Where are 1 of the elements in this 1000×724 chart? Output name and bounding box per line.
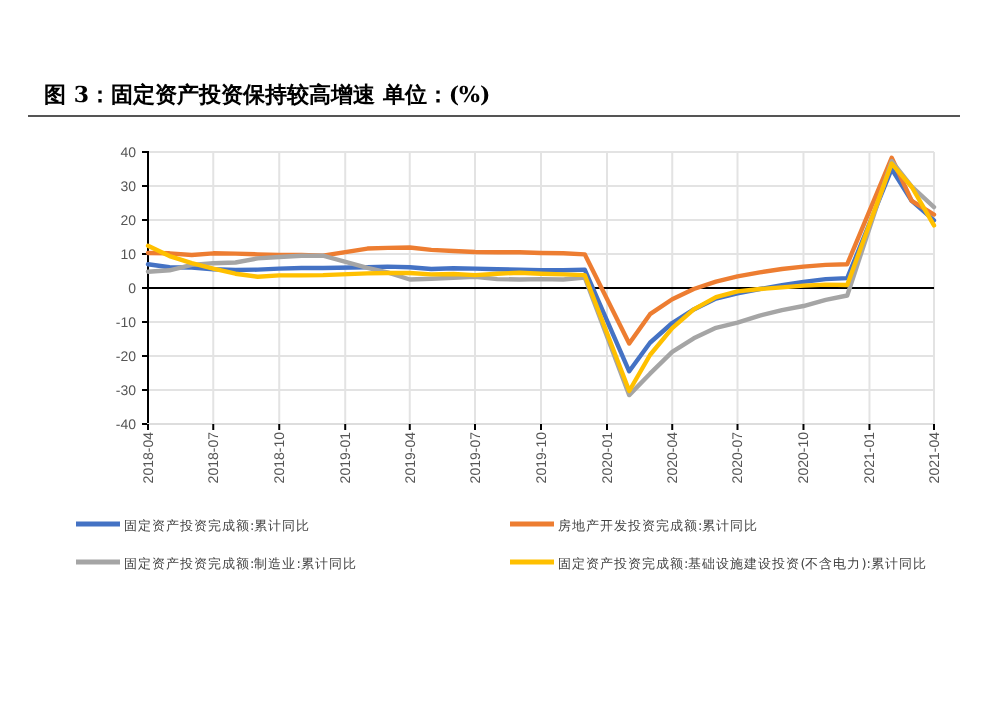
chart-title: 图 3：固定资产投资保持较高增速 单位：(%) (44, 82, 491, 108)
